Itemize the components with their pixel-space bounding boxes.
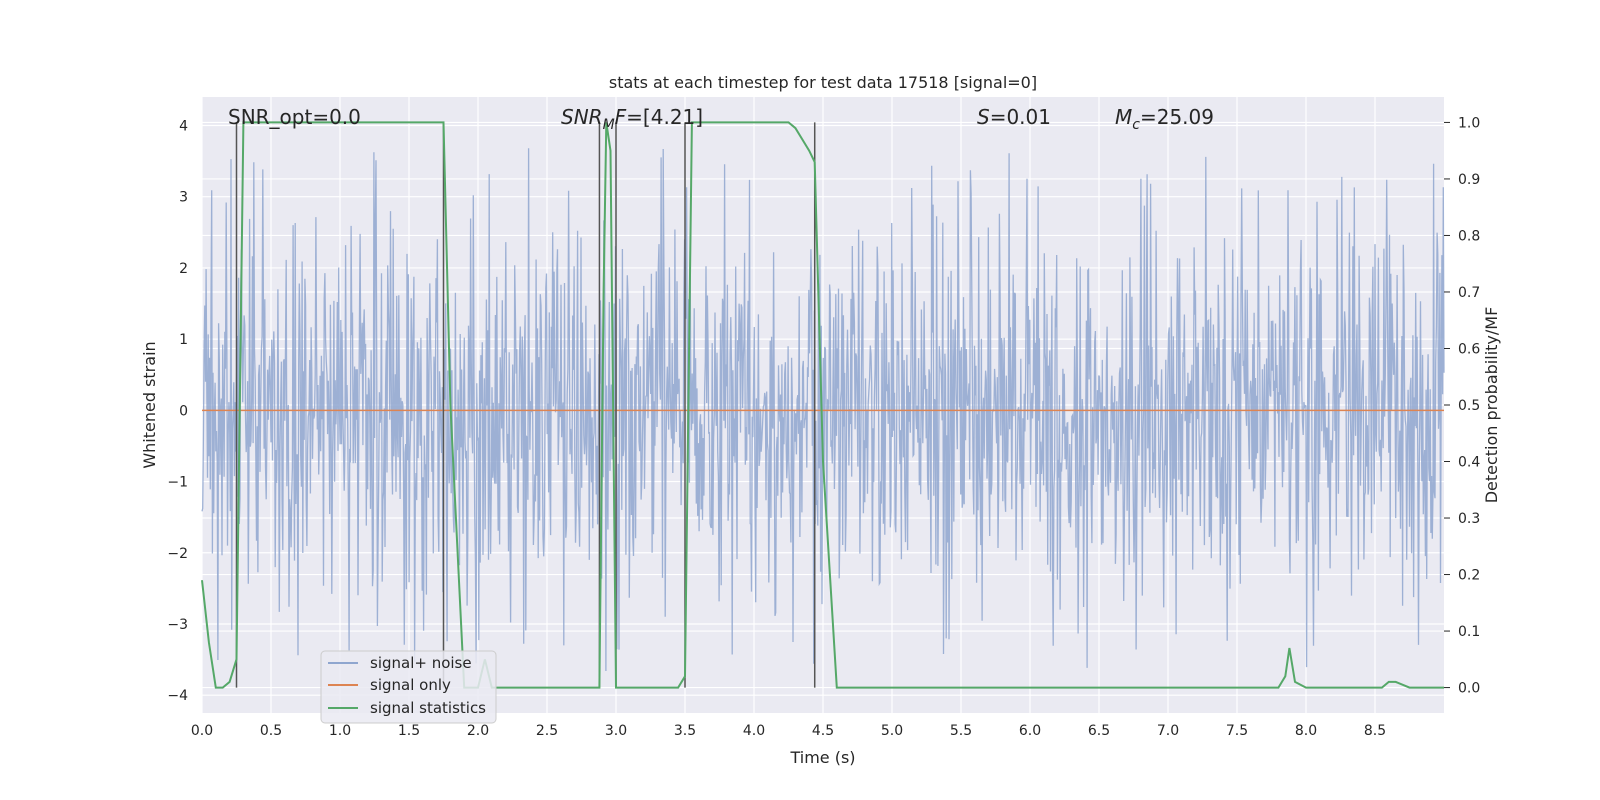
x-tick-label: 8.5 [1364,723,1386,739]
y2-tick-label: 0.6 [1458,341,1480,357]
legend-label-statistics: signal statistics [370,699,486,717]
x-tick-label: 7.0 [1157,723,1179,739]
y-tick-label: −1 [167,475,188,491]
y2-tick-label: 0.3 [1458,511,1480,527]
x-tick-label: 5.0 [881,723,903,739]
annotation-snr-opt: SNR_opt=0.0 [228,105,361,129]
annotation-s: S=0.01 [977,105,1051,129]
y2-tick-label: 0.9 [1458,172,1480,188]
s-value: =0.01 [990,105,1051,129]
y-tick-label: 3 [179,190,188,206]
x-tick-label: 0.0 [191,723,213,739]
annotation-mc: Mc=25.09 [1115,105,1214,133]
y2-tick-label: 1.0 [1458,115,1480,131]
y-ticks: 4 3 2 1 0 −1 −2 −3 −4 [167,118,188,704]
snr-mf-suffix-f: F [615,105,627,129]
y2-axis-label: Detection probability/MF [1482,307,1501,504]
x-tick-label: 2.5 [536,723,558,739]
x-tick-label: 1.5 [398,723,420,739]
annotation-snr-mf: SNRMF=[4.21] [561,105,703,133]
legend-label-signal-only: signal only [370,676,451,694]
snr-mf-sub: M [603,117,615,133]
snr-mf-suffix: =[4.21] [626,105,703,129]
mc-sub: c [1132,117,1140,133]
y-tick-label: −2 [167,546,188,562]
y2-ticks: 1.0 0.9 0.8 0.7 0.6 0.5 0.4 0.3 0.2 0.1 0.0 [1444,115,1480,697]
x-tick-label: 7.5 [1226,723,1248,739]
s-symbol: S [977,105,990,129]
y2-tick-label: 0.7 [1458,285,1480,301]
y2-tick-label: 0.8 [1458,228,1480,244]
x-axis-label: Time (s) [789,748,855,767]
legend-label-noise: signal+ noise [370,654,472,672]
mc-symbol: M [1115,105,1132,129]
y2-tick-label: 0.0 [1458,681,1480,697]
y2-tick-label: 0.2 [1458,568,1480,584]
x-tick-label: 8.0 [1295,723,1317,739]
y2-tick-label: 0.5 [1458,398,1480,414]
x-tick-label: 1.0 [329,723,351,739]
x-tick-label: 2.0 [467,723,489,739]
y-tick-label: 0 [179,403,188,419]
statistics-series [201,121,1444,689]
y-axis-label: Whitened strain [140,341,159,468]
x-tick-label: 3.0 [605,723,627,739]
x-tick-label: 4.0 [743,723,765,739]
x-ticks: 0.0 0.5 1.0 1.5 2.0 2.5 3.0 3.5 4.0 4.5 5.0 5.5 6.0 6… [191,723,1386,739]
x-tick-label: 4.5 [812,723,834,739]
y2-tick-label: 0.1 [1458,624,1480,640]
y-tick-label: −4 [167,688,188,704]
x-tick-label: 6.0 [1019,723,1041,739]
noise-series [201,148,1445,672]
mc-value: =25.09 [1140,105,1214,129]
y-tick-label: −3 [167,617,188,633]
legend-box [320,650,497,724]
x-tick-label: 6.5 [1088,723,1110,739]
x-tick-label: 0.5 [260,723,282,739]
x-tick-label: 5.5 [950,723,972,739]
y-tick-label: 2 [179,261,188,277]
chart-title: stats at each timestep for test data 175… [609,73,1037,92]
statistics-line [201,121,1444,689]
y-tick-label: 4 [179,118,188,134]
legend: signal+ noise signal only signal statist… [320,650,497,724]
y2-tick-label: 0.4 [1458,455,1480,471]
x-tick-label: 3.5 [674,723,696,739]
noise-line [201,148,1445,672]
y-tick-label: 1 [179,332,188,348]
snr-mf-prefix: SNR [561,105,603,129]
